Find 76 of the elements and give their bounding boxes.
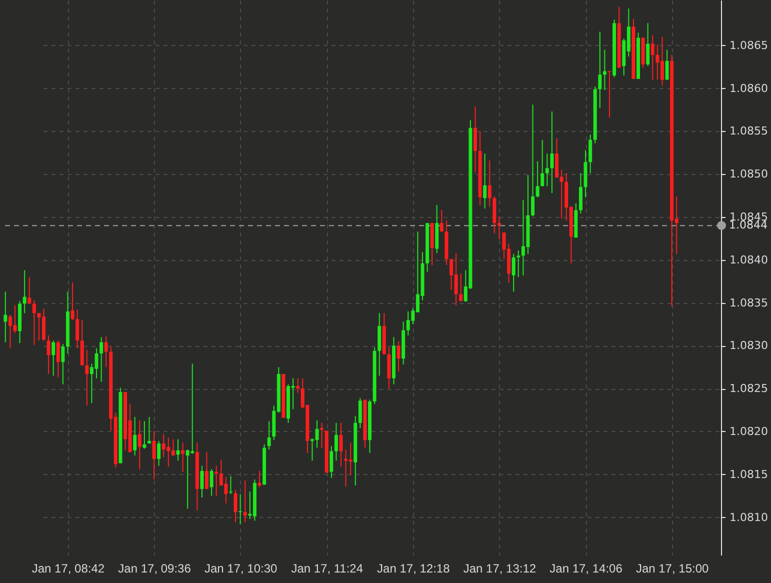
candlestick [536,160,540,198]
candlestick [334,422,338,462]
candlestick [4,291,8,343]
y-tick-label: 1.0860 [730,82,768,95]
candlestick [61,343,65,385]
candlestick [483,153,487,209]
candlestick [228,476,232,495]
candlestick [497,216,501,240]
y-tick-label: 1.0825 [730,382,768,396]
candlestick [473,106,477,173]
candlestick [440,210,444,232]
x-tick-label: Jan 17, 13:12 [463,562,536,576]
candlestick [85,349,89,406]
y-tick-label: 1.0840 [730,253,768,266]
candlestick [650,34,654,80]
candlestick [320,422,324,448]
candlestick [157,440,161,466]
candlestick [646,22,650,67]
candlestick [296,378,300,394]
candlestick [200,465,204,498]
candlestick [133,416,137,456]
candlestick [339,422,343,468]
x-tick-label: Jan 17, 14:06 [550,562,623,576]
candlestick [588,134,592,174]
y-tick-label: 1.0810 [730,510,768,524]
candlestick [210,468,214,496]
candlestick [531,104,535,217]
candlestick [396,340,400,372]
y-tick-label: 1.0850 [730,168,768,181]
candlestick [70,282,74,320]
candlestick [665,49,669,80]
candlestick [358,398,362,429]
candlestick [32,300,36,346]
candlestick [330,446,334,478]
candlestick [459,273,463,302]
x-tick-label: Jan 17, 12:18 [377,562,450,576]
candlestick [28,276,32,304]
candlestick [56,340,60,378]
y-tick-label: 1.0835 [730,296,768,310]
candlestick [540,139,544,187]
candlestick [46,334,50,375]
candlestick [152,430,156,480]
candlestick [205,452,209,490]
candlestick [267,420,271,450]
x-tick-label: Jan 17, 15:00 [636,562,709,576]
candlestick [608,70,612,118]
candlestick [138,420,142,470]
candlestick [181,442,185,472]
candlestick [516,250,520,278]
candlestick [22,270,26,314]
candlestick [76,309,80,349]
candlestick [100,336,104,382]
candlestick [598,31,602,109]
candlestick [234,489,238,523]
x-tick-label: Jan 17, 08:42 [32,562,105,576]
candlestick [176,438,180,462]
y-tick-label: 1.0830 [730,339,768,352]
y-tick-label: 1.0820 [730,424,768,438]
candlestick [243,480,247,523]
candlestick [142,420,146,450]
candlestick [147,416,151,444]
x-tick-label: Jan 17, 09:36 [118,562,192,576]
candlestick [52,340,56,376]
y-tick-label: 1.0855 [730,124,768,138]
candlestick [550,111,554,194]
candlestick [545,153,549,187]
x-tick-label: Jan 17, 10:30 [204,562,278,576]
candlestick [488,160,492,208]
candlestick [104,336,108,368]
candlestick [578,172,582,214]
y-tick-label: 1.0815 [730,468,768,481]
candlestick [258,470,262,488]
candlestick [512,253,516,292]
candlestick [602,49,606,91]
x-tick-label: Jan 17, 11:24 [291,562,364,576]
y-tick-label: 1.0865 [730,38,768,52]
